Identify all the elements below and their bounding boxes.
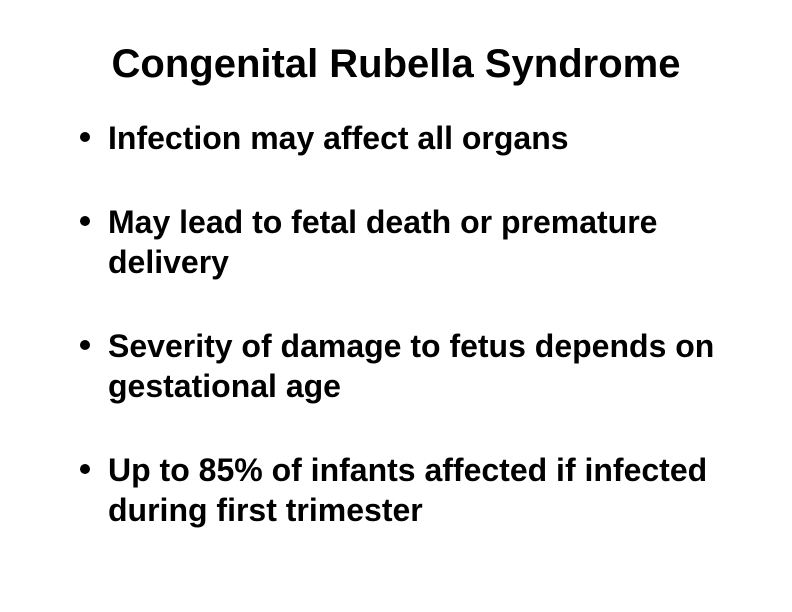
list-item: Severity of damage to fetus depends on g… bbox=[80, 326, 732, 406]
slide-title: Congenital Rubella Syndrome bbox=[60, 40, 732, 88]
list-item: May lead to fetal death or premature del… bbox=[80, 202, 732, 282]
list-item: Infection may affect all organs bbox=[80, 118, 732, 158]
list-item: Up to 85% of infants affected if infecte… bbox=[80, 450, 732, 530]
slide: Congenital Rubella Syndrome Infection ma… bbox=[0, 0, 792, 612]
bullet-list: Infection may affect all organs May lead… bbox=[60, 118, 732, 530]
